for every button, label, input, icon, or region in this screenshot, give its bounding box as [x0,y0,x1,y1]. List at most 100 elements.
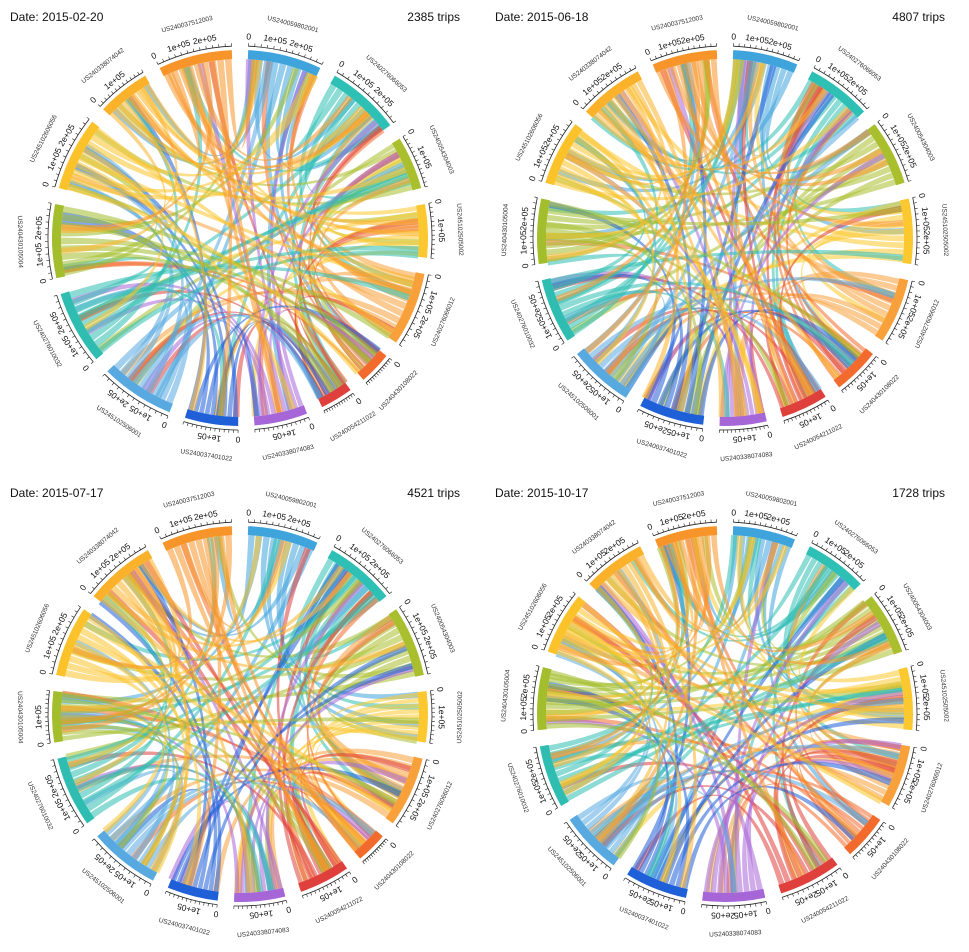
axis-tick [828,73,831,77]
chord-link [244,558,334,893]
axis-tick [588,98,591,101]
axis-tick [285,48,288,52]
axis-tick [72,138,75,141]
segment-arc [898,667,913,731]
axis-tick [812,884,814,888]
chord-link [180,539,287,629]
axis-tick [383,364,387,368]
segment-arc [107,364,173,413]
axis-tick [48,202,52,204]
axis-tick [685,425,687,430]
axis-tick [272,521,274,525]
tick-label: 2e+05 [767,36,793,52]
chord-link [250,761,408,893]
chord-link [734,541,779,893]
tick-label: 0 [766,429,773,440]
axis-tick [609,868,612,872]
axis-tick [380,368,383,372]
axis-tick [205,426,207,430]
axis-tick [632,883,635,887]
tick-label: 0 [812,528,821,539]
axis-tick [850,90,854,94]
axis-tick [104,852,107,855]
axis-tick [910,286,914,288]
axis-tick [820,404,823,408]
segment-arc [162,526,233,551]
segment-label: US240054211022 [329,410,377,443]
chord-link [789,749,898,862]
axis-tick [277,426,279,430]
axis-tick [180,52,182,56]
axis-tick [304,54,306,58]
axis-tick [554,807,558,810]
tick-label: 0 [350,874,360,885]
tick-label: 2e+05 [921,697,932,721]
chord-link [546,715,848,848]
axis-tick [536,286,540,288]
axis-tick [802,413,805,417]
tick-label: 2e+05 [541,122,562,148]
axis-tick [160,413,163,417]
axis-tick [368,856,372,859]
axis-tick [284,524,286,528]
chord-link [61,710,165,836]
axis-tick [641,411,644,415]
segment-axis [104,373,169,417]
axis-tick [542,643,546,646]
axis-tick [673,899,675,903]
axis-tick [78,127,82,130]
chord-link [82,147,164,331]
axis-tick [188,525,190,529]
axis-tick [420,172,424,175]
axis-tick [782,52,785,56]
segment-arc [247,526,318,551]
chord-link [659,696,904,883]
segment-axis [254,416,309,430]
axis-tick [87,591,91,594]
axis-tick [572,591,576,594]
chord-diagram-2: 0 1e+052e+05US24005980200101e+052e+05US24… [501,14,949,463]
axis-tick [842,83,845,87]
chord-link [597,538,698,845]
axis-tick [791,418,793,422]
axis-tick [791,530,793,534]
axis-tick [826,876,829,880]
tick-label: 1e+05 [33,242,45,267]
segment-axis [248,521,320,540]
axis-tick [671,50,673,54]
axis-tick [402,815,406,818]
axis-tick [428,274,432,276]
axis-tick [866,843,870,846]
axis-tick [382,366,385,370]
chord-link [300,752,412,867]
chord-links [61,59,419,417]
tick-label: 1e+05 [437,705,447,729]
tick-label: 0 [142,887,151,898]
axis-tick [895,148,899,151]
chord-link [798,586,904,716]
axis-tick [558,337,562,340]
axis-tick [405,810,409,813]
axis-tick [869,840,872,843]
axis-tick [871,837,875,840]
axis-tick [148,407,151,411]
axis-tick [798,57,801,61]
axis-tick [874,834,877,837]
tick-label: 1e+05 [102,69,127,92]
tick-label: 0 [70,826,81,836]
axis-tick [540,174,544,177]
axis-tick [796,532,798,536]
segment-axis [399,274,429,346]
axis-tick [425,286,429,289]
segment-arc [103,75,150,116]
axis-tick [187,422,189,426]
axis-tick [841,390,844,394]
axis-tick [53,179,57,182]
axis-tick [342,72,345,76]
axis-tick [596,858,599,861]
chord-link [74,164,193,404]
axis-tick [823,70,826,74]
axis-tick [545,788,549,790]
axis-tick [824,402,827,406]
